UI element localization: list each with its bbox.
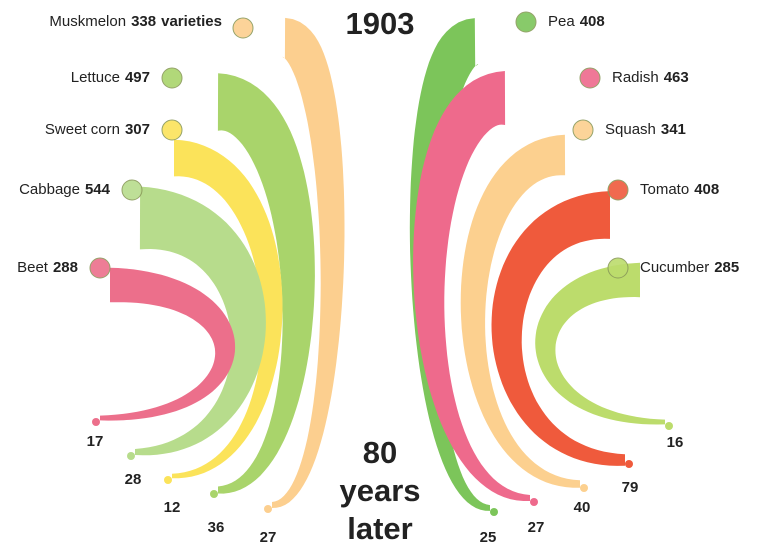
- vegetable-icon: [162, 68, 182, 88]
- category-name: Cabbage: [19, 181, 80, 198]
- value-later: 40: [574, 499, 591, 516]
- value-later: 12: [164, 499, 181, 516]
- unit-label: varieties: [161, 13, 222, 30]
- vegetable-icon-small: [490, 508, 498, 516]
- vegetable-icon-small: [665, 422, 673, 430]
- category-label: Lettuce 497: [71, 69, 150, 86]
- category-label: Cabbage 544: [19, 181, 111, 198]
- category-label: Muskmelon 338 varieties: [49, 13, 222, 30]
- category-label: Radish 463: [612, 69, 689, 86]
- value-1903: 497: [125, 69, 150, 86]
- vegetable-icon: [162, 120, 182, 140]
- category-name: Squash: [605, 121, 656, 138]
- value-1903: 285: [714, 259, 739, 276]
- value-later: 79: [622, 479, 639, 496]
- category-name: Sweet corn: [45, 121, 120, 138]
- value-1903: 288: [53, 259, 78, 276]
- chart: 1903 80yearslater Muskmelon 338 varieties 27…: [0, 0, 781, 550]
- value-1903: 544: [85, 181, 111, 198]
- vegetable-icon: [122, 180, 142, 200]
- vegetable-icon-small: [92, 418, 100, 426]
- vegetable-icon-small: [625, 460, 633, 468]
- value-1903: 408: [694, 181, 719, 198]
- value-later: 16: [667, 434, 684, 451]
- value-later: 36: [208, 519, 225, 536]
- category-label: Squash 341: [605, 121, 686, 138]
- category-label: Tomato 408: [640, 181, 719, 198]
- vegetable-icon: [608, 180, 628, 200]
- vegetable-icon: [573, 120, 593, 140]
- category-name: Lettuce: [71, 69, 120, 86]
- vegetable-icon-small: [530, 498, 538, 506]
- category-name: Cucumber: [640, 259, 709, 276]
- value-later: 27: [528, 519, 545, 536]
- value-later: 27: [260, 529, 277, 546]
- value-later: 17: [87, 433, 104, 450]
- value-1903: 463: [664, 69, 689, 86]
- vegetable-icon-small: [164, 476, 172, 484]
- vegetable-icon: [90, 258, 110, 278]
- category-label: Cucumber 285: [640, 259, 739, 276]
- value-1903: 338: [131, 13, 156, 30]
- ribbon: [535, 263, 665, 425]
- vegetable-icon-small: [580, 484, 588, 492]
- ribbon: [100, 268, 235, 421]
- category-name: Beet: [17, 259, 49, 276]
- category-name: Muskmelon: [49, 13, 126, 30]
- value-1903: 408: [580, 13, 605, 30]
- vegetable-icon: [608, 258, 628, 278]
- vegetable-icon-small: [264, 505, 272, 513]
- vegetable-icon: [580, 68, 600, 88]
- value-later: 25: [480, 529, 497, 546]
- value-1903: 341: [661, 121, 686, 138]
- category-name: Radish: [612, 69, 659, 86]
- category-label: Pea 408: [548, 13, 605, 30]
- category-name: Pea: [548, 13, 575, 30]
- category-name: Tomato: [640, 181, 689, 198]
- vegetable-icon: [233, 18, 253, 38]
- category-label: Sweet corn 307: [45, 121, 150, 138]
- chart-title: 1903: [346, 6, 415, 41]
- vegetable-icon-small: [127, 452, 135, 460]
- vegetable-icon-small: [210, 490, 218, 498]
- value-later: 28: [125, 471, 142, 488]
- vegetable-icon: [516, 12, 536, 32]
- value-1903: 307: [125, 121, 150, 138]
